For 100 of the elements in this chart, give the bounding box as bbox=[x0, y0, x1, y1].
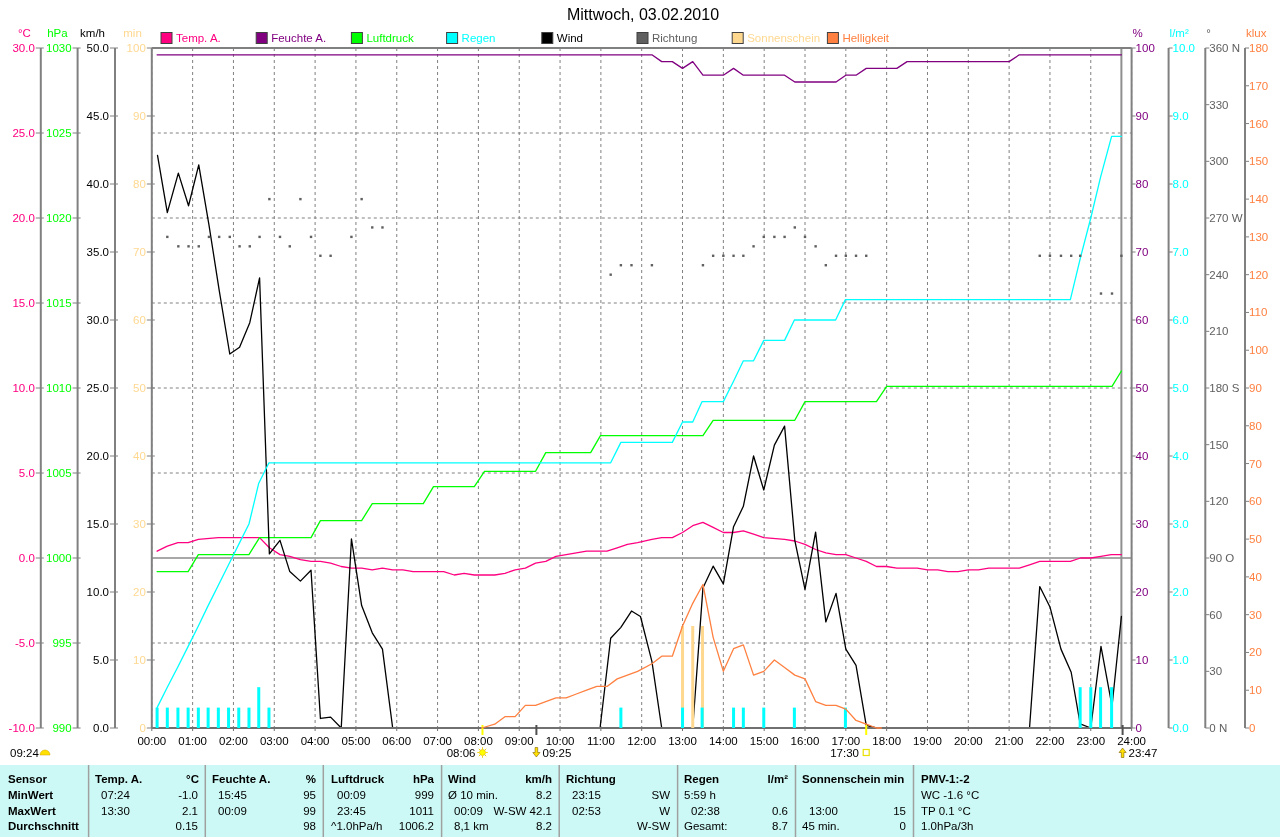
y3-tick-label: 30.0 bbox=[86, 314, 109, 326]
y3-tick-label: 40.0 bbox=[86, 178, 109, 190]
y-tick-label: 360 N bbox=[1209, 42, 1240, 54]
y3-tick-label: 50.0 bbox=[86, 42, 109, 54]
y-tick-label: 300 bbox=[1209, 155, 1229, 168]
y-tick-label: 0 bbox=[139, 722, 146, 734]
y2-tick-label: 1005 bbox=[46, 467, 72, 479]
y2-tick-label: 10 bbox=[1135, 654, 1149, 666]
y2-tick-label: 50 bbox=[1135, 382, 1149, 394]
y3-tick-label: 0.0 bbox=[1172, 722, 1189, 734]
y-tick-label: 5.0 bbox=[18, 467, 35, 479]
text: 13:30 bbox=[101, 805, 130, 817]
text: 00:09 bbox=[337, 789, 366, 801]
y3-tick-label: 9.0 bbox=[1172, 110, 1189, 122]
point bbox=[197, 245, 200, 248]
point bbox=[814, 245, 817, 248]
y2-tick-label: 995 bbox=[52, 637, 72, 649]
y2-axis-title: % bbox=[1132, 27, 1143, 39]
y3-tick-label: 25.0 bbox=[86, 382, 109, 394]
point bbox=[258, 235, 261, 239]
y2-tick-label: 50 bbox=[1249, 533, 1262, 546]
point bbox=[630, 264, 633, 267]
text: 23:47 bbox=[1128, 747, 1158, 759]
text: SW bbox=[651, 789, 671, 801]
point bbox=[248, 245, 251, 248]
text: 00:09 bbox=[454, 805, 483, 817]
y-tick-label: 120 bbox=[1209, 495, 1229, 508]
y3-tick-label: 1.0 bbox=[1172, 654, 1189, 666]
text: WC -1.6 °C bbox=[921, 789, 980, 801]
text: Temp. A. bbox=[95, 773, 143, 785]
y2-tick-label: 100 bbox=[1249, 344, 1269, 357]
y2-tick-label: 30 bbox=[1249, 608, 1262, 621]
y2-tick-label: 1025 bbox=[46, 127, 72, 139]
text: MaxWert bbox=[8, 805, 56, 817]
text: hPa bbox=[412, 773, 435, 785]
y3-tick-label: 7.0 bbox=[1172, 246, 1189, 258]
y-tick-label: 10.0 bbox=[12, 382, 35, 394]
text: PMV-1:-2 bbox=[921, 773, 970, 785]
y-tick-label: 50 bbox=[133, 382, 146, 394]
x-tick-label: 08:00 bbox=[464, 735, 493, 747]
y2-tick-label: 90 bbox=[1249, 382, 1262, 394]
text: 45 min. bbox=[802, 820, 840, 832]
y3-tick-label: 0.0 bbox=[93, 722, 109, 734]
text: 8.2 bbox=[536, 820, 552, 832]
legend-label: Wind bbox=[556, 32, 583, 44]
text: 02:38 bbox=[691, 805, 720, 817]
y3-tick-label: 8.0 bbox=[1172, 178, 1189, 190]
y-tick-label: 80 bbox=[133, 178, 146, 190]
text: 09:24 bbox=[10, 747, 40, 759]
text: 95 bbox=[303, 789, 316, 801]
point bbox=[166, 235, 169, 239]
x-tick-label: 05:00 bbox=[341, 735, 371, 747]
y3-tick-label: 5.0 bbox=[93, 654, 109, 666]
point bbox=[177, 245, 180, 248]
legend-label: Sonnenschein bbox=[747, 32, 821, 44]
text: 98 bbox=[303, 820, 316, 832]
x-tick-label: 06:00 bbox=[382, 735, 412, 747]
y-tick-label: 180 S bbox=[1209, 382, 1240, 394]
legend-label: Regen bbox=[461, 32, 496, 44]
point bbox=[371, 226, 374, 229]
y2-tick-label: 90 bbox=[1135, 110, 1149, 122]
legend-label: Helligkeit bbox=[842, 32, 890, 44]
y-tick-label: 40 bbox=[133, 450, 146, 462]
point bbox=[732, 254, 735, 257]
x-tick-label: 04:00 bbox=[300, 735, 330, 747]
point bbox=[1120, 254, 1123, 257]
point bbox=[319, 254, 322, 257]
text: MinWert bbox=[8, 789, 54, 801]
x-tick-label: 19:00 bbox=[913, 735, 942, 747]
y2-tick-label: 20 bbox=[1249, 646, 1262, 659]
y2-tick-label: 60 bbox=[1135, 314, 1149, 326]
point bbox=[350, 235, 353, 239]
y2-axis-title: klux bbox=[1246, 27, 1267, 39]
y-tick-label: -5.0 bbox=[14, 637, 35, 649]
y2-tick-label: 10 bbox=[1249, 684, 1262, 697]
text: 15 bbox=[893, 805, 906, 817]
x-tick-label: 14:00 bbox=[708, 735, 738, 747]
text: 02:53 bbox=[572, 805, 601, 817]
y-tick-label: 30 bbox=[133, 518, 146, 530]
text: Feuchte A. bbox=[212, 773, 271, 785]
y3-tick-label: 2.0 bbox=[1172, 586, 1189, 598]
text: 23:15 bbox=[572, 789, 601, 801]
y-tick-label: 0.0 bbox=[18, 552, 35, 564]
chart-title: Mittwoch, 03.02.2010 bbox=[566, 6, 720, 23]
y2-tick-label: 80 bbox=[1249, 419, 1262, 432]
text: Ø 10 min. bbox=[448, 789, 498, 801]
y3-tick-label: 3.0 bbox=[1172, 518, 1189, 530]
y2-tick-label: 70 bbox=[1249, 457, 1262, 470]
text: 1.0hPa/3h bbox=[921, 820, 974, 832]
y-tick-label: 90 bbox=[133, 110, 146, 122]
point bbox=[1099, 292, 1103, 295]
point bbox=[783, 235, 786, 239]
text: 07:24 bbox=[101, 789, 131, 801]
text: 0 bbox=[899, 820, 906, 832]
point bbox=[187, 245, 190, 248]
y-tick-label: 210 bbox=[1209, 325, 1229, 338]
text: 999 bbox=[414, 789, 434, 801]
x-tick-label: 15:00 bbox=[749, 735, 779, 747]
text: 8.7 bbox=[772, 820, 788, 832]
text: 8.2 bbox=[536, 789, 552, 801]
